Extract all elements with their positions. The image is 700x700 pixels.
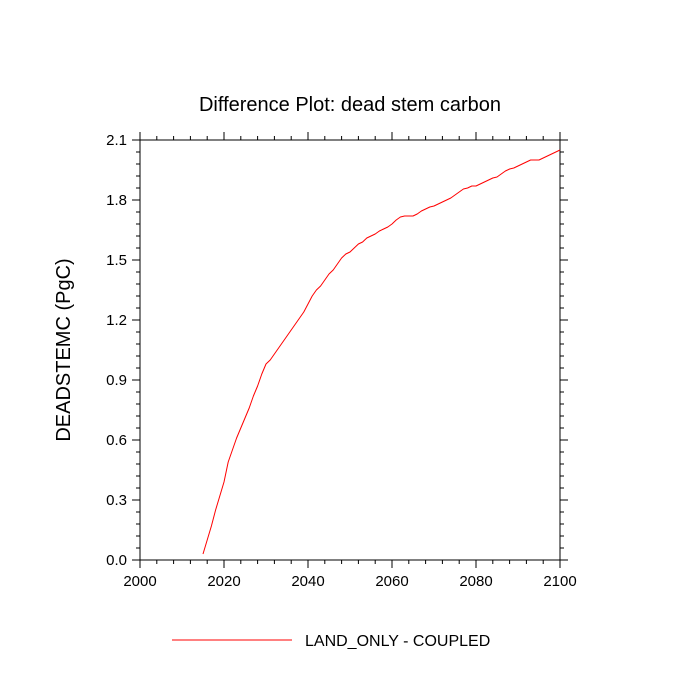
y-tick-label: 0.9 <box>106 372 127 389</box>
y-tick-label: 0.6 <box>106 432 127 449</box>
chart-title: Difference Plot: dead stem carbon <box>199 94 501 116</box>
series-group <box>202 149 561 555</box>
major-ticks <box>132 132 568 568</box>
y-tick-label: 2.1 <box>106 132 127 149</box>
x-tick-label: 2040 <box>291 573 324 590</box>
y-tick-label: 1.5 <box>106 252 127 269</box>
x-tick-label: 2080 <box>459 573 492 590</box>
y-tick-label: 0.3 <box>106 492 127 509</box>
minor-ticks <box>136 136 564 564</box>
series-line-land-only-minus-coupled <box>202 149 561 555</box>
y-tick-label: 0.0 <box>106 552 127 569</box>
x-tick-labels: 2000 2020 2040 2060 2080 2100 <box>123 573 576 590</box>
x-tick-label: 2000 <box>123 573 156 590</box>
y-axis-label: DEADSTEMC (PgC) <box>53 258 75 441</box>
x-tick-label: 2020 <box>207 573 240 590</box>
legend: LAND_ONLY - COUPLED <box>172 633 490 650</box>
y-tick-labels: 0.0 0.3 0.6 0.9 1.2 1.5 1.8 2.1 <box>106 132 127 569</box>
x-tick-label: 2060 <box>375 573 408 590</box>
y-tick-label: 1.8 <box>106 192 127 209</box>
y-tick-label: 1.2 <box>106 312 127 329</box>
x-tick-label: 2100 <box>543 573 576 590</box>
legend-label: LAND_ONLY - COUPLED <box>305 633 490 650</box>
plot-frame <box>139 139 561 561</box>
